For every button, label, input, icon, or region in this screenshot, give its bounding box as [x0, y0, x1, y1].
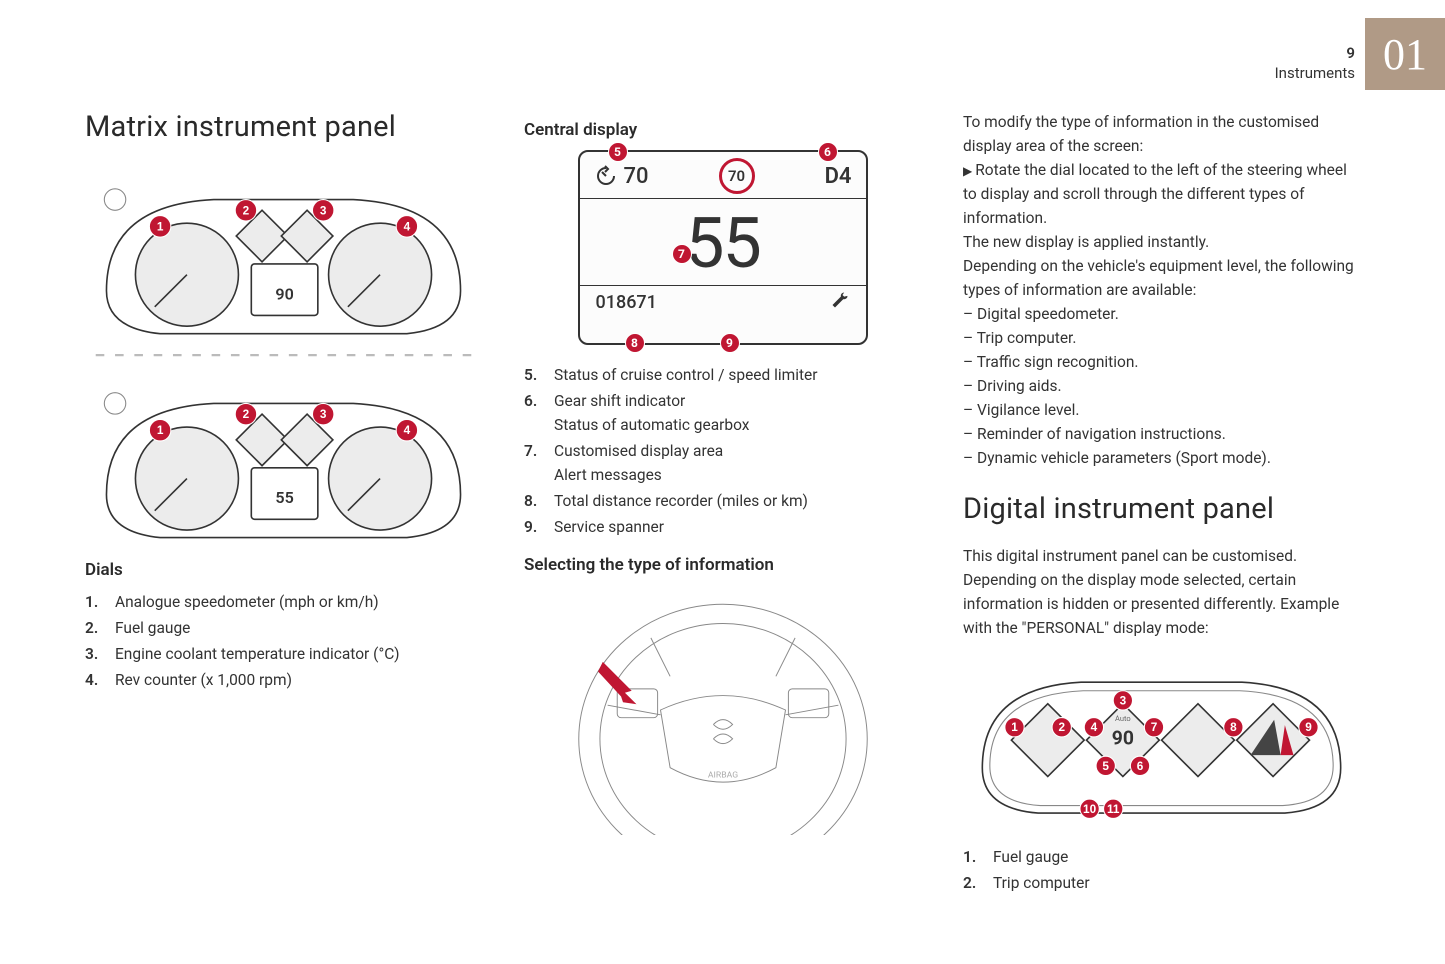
callout-5: 5 — [608, 142, 628, 162]
odometer-value: 018671 — [596, 292, 657, 313]
selecting-info-heading: Selecting the type of information — [524, 555, 921, 575]
cluster-bottom-value: 55 — [275, 488, 293, 507]
digital-cluster-figure: 90 D4 Auto 1 2 3 4 5 6 7 8 9 10 11 — [963, 650, 1360, 832]
svg-text:2: 2 — [1058, 721, 1065, 735]
svg-text:Auto: Auto — [1115, 714, 1131, 723]
svg-text:1: 1 — [157, 423, 164, 437]
callout-6: 6 — [818, 142, 838, 162]
gear-indicator: D4 — [825, 164, 852, 189]
list-item: Driving aids. — [963, 374, 1360, 398]
central-display-figure: 70 70 D4 55 018671 5 6 7 8 9 — [578, 150, 868, 345]
list-item: 4.Rev counter (x 1,000 rpm) — [85, 668, 482, 692]
column-3: To modify the type of information in the… — [963, 110, 1360, 944]
callout-7: 7 — [672, 244, 692, 264]
list-item: 3.Engine coolant temperature indicator (… — [85, 642, 482, 666]
central-display-heading: Central display — [524, 120, 921, 140]
svg-text:1: 1 — [1011, 721, 1018, 735]
svg-text:4: 4 — [404, 423, 411, 437]
list-item: Vigilance level. — [963, 398, 1360, 422]
list-item: Digital speedometer. — [963, 302, 1360, 326]
body-text: This digital instrument panel can be cus… — [963, 544, 1360, 640]
svg-text:9: 9 — [1305, 721, 1312, 735]
svg-text:7: 7 — [1151, 721, 1158, 735]
chapter-tab: 01 — [1365, 18, 1445, 90]
svg-text:3: 3 — [1120, 694, 1127, 708]
airbag-label: AIRBAG — [707, 770, 737, 780]
list-item: Traffic sign recognition. — [963, 350, 1360, 374]
list-item: Trip computer. — [963, 326, 1360, 350]
body-text: Depending on the vehicle's equipment lev… — [963, 254, 1360, 302]
spanner-icon — [830, 290, 850, 315]
cluster-top-value: 90 — [275, 284, 293, 303]
svg-text:90: 90 — [1112, 727, 1134, 750]
list-item: 6.Gear shift indicator Status of automat… — [524, 389, 921, 437]
page-meta: 9 Instruments — [1275, 44, 1355, 83]
column-2: Central display 70 70 D4 55 018671 5 6 7 — [524, 110, 921, 944]
matrix-panel-title: Matrix instrument panel — [85, 110, 482, 144]
svg-text:6: 6 — [1137, 759, 1144, 773]
svg-text:11: 11 — [1107, 802, 1120, 816]
callout-9: 9 — [720, 333, 740, 353]
cluster-diagram: 90 1 2 3 4 — [85, 162, 482, 548]
list-item: 1.Fuel gauge — [963, 845, 1360, 869]
svg-text:3: 3 — [320, 407, 327, 421]
cruise-value: 70 — [624, 164, 649, 189]
list-item: 9.Service spanner — [524, 515, 921, 539]
svg-text:3: 3 — [320, 203, 327, 217]
list-item: 2.Trip computer — [963, 871, 1360, 895]
cruise-icon: 70 — [594, 164, 649, 189]
svg-text:10: 10 — [1083, 802, 1097, 816]
svg-text:2: 2 — [243, 407, 250, 421]
list-item: 1.Analogue speedometer (mph or km/h) — [85, 590, 482, 614]
matrix-cluster-figure: 90 1 2 3 4 — [85, 162, 482, 548]
svg-text:4: 4 — [404, 219, 411, 233]
list-item: 8.Total distance recorder (miles or km) — [524, 489, 921, 513]
digital-panel-title: Digital instrument panel — [963, 492, 1360, 526]
list-item: 7.Customised display area Alert messages — [524, 439, 921, 487]
info-types-list: Digital speedometer. Trip computer. Traf… — [963, 302, 1360, 470]
display-speed: 55 — [580, 199, 866, 285]
central-display-list: 5.Status of cruise control / speed limit… — [524, 363, 921, 539]
list-item: 2.Fuel gauge — [85, 616, 482, 640]
steering-wheel-figure: AIRBAG — [524, 585, 921, 835]
intro-text: To modify the type of information in the… — [963, 110, 1360, 158]
instruction-bullet: Rotate the dial located to the left of t… — [963, 158, 1360, 230]
column-1: Matrix instrument panel 90 1 — [85, 110, 482, 944]
list-item: Reminder of navigation instructions. — [963, 422, 1360, 446]
svg-text:8: 8 — [1230, 721, 1237, 735]
page-content: Matrix instrument panel 90 1 — [85, 110, 1360, 944]
svg-text:5: 5 — [1102, 759, 1109, 773]
callout-8: 8 — [625, 333, 645, 353]
page-number: 9 — [1275, 44, 1355, 64]
dials-list: 1.Analogue speedometer (mph or km/h) 2.F… — [85, 590, 482, 692]
dials-heading: Dials — [85, 560, 482, 580]
body-text: The new display is applied instantly. — [963, 230, 1360, 254]
svg-text:4: 4 — [1091, 721, 1098, 735]
speed-sign-icon: 70 — [719, 158, 755, 194]
list-item: 5.Status of cruise control / speed limit… — [524, 363, 921, 387]
svg-text:1: 1 — [157, 219, 164, 233]
digital-list: 1.Fuel gauge 2.Trip computer — [963, 845, 1360, 895]
section-name: Instruments — [1275, 64, 1355, 84]
list-item: Dynamic vehicle parameters (Sport mode). — [963, 446, 1360, 470]
svg-text:2: 2 — [243, 203, 250, 217]
